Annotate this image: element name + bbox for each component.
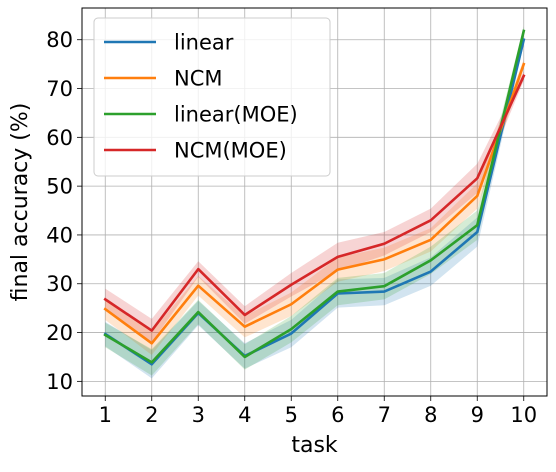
- x-tick-label: 2: [145, 403, 158, 427]
- y-tick-label: 30: [46, 272, 73, 296]
- series-band: [105, 59, 524, 356]
- y-tick-label: 40: [46, 223, 73, 247]
- y-axis-ticks: 10 20 30 40 50 60 70 80: [46, 28, 82, 394]
- x-axis-ticks: 1 2 3 4 5 6 7 8 9 10: [99, 396, 537, 427]
- plot-frame: [81, 7, 548, 397]
- y-tick-label: 10: [46, 370, 73, 394]
- legend-label: linear: [174, 31, 234, 55]
- x-tick-label: 7: [378, 403, 391, 427]
- y-axis-label: final accuracy (%): [8, 103, 33, 302]
- x-axis-label: task: [291, 433, 338, 458]
- series-line: [103, 74, 526, 332]
- x-tick-label: 1: [99, 403, 112, 427]
- x-tick-label: 6: [331, 403, 344, 427]
- series-band: [105, 26, 524, 376]
- x-tick-label: 9: [471, 403, 484, 427]
- x-tick-label: 5: [285, 403, 298, 427]
- series-line: [103, 62, 526, 345]
- series-line: [103, 29, 526, 364]
- legend-label: linear(MOE): [174, 103, 298, 127]
- y-tick-label: 70: [46, 77, 73, 101]
- legend-box: [93, 17, 331, 177]
- legend: linear NCM linear(MOE) NCM(MOE): [93, 17, 331, 177]
- x-tick-label: 8: [424, 403, 437, 427]
- legend-label: NCM: [174, 67, 223, 91]
- y-tick-label: 50: [46, 175, 73, 199]
- y-tick-label: 80: [46, 28, 73, 52]
- legend-label: NCM(MOE): [174, 139, 287, 163]
- y-tick-label: 20: [46, 321, 73, 345]
- y-tick-label: 60: [46, 126, 73, 150]
- x-tick-label: 3: [192, 403, 205, 427]
- series-band: [105, 70, 524, 343]
- series-lines: [103, 29, 526, 366]
- x-tick-label: 4: [238, 403, 251, 427]
- x-tick-label: 10: [510, 403, 537, 427]
